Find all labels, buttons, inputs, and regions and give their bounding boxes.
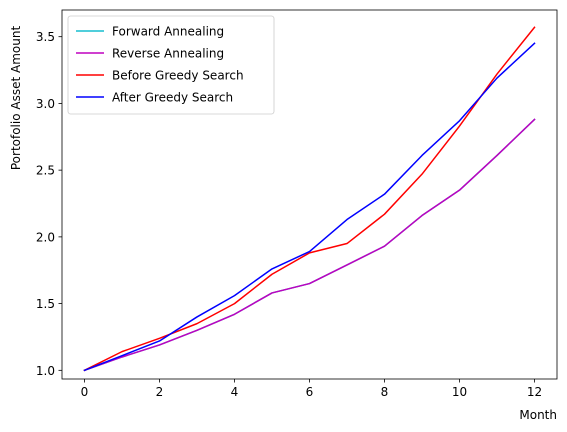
x-axis: 0 2 4 6 8 10 12 <box>81 379 542 399</box>
y-axis: 1.0 1.5 2.0 2.5 3.0 3.5 <box>36 30 62 378</box>
x-tick-label: 12 <box>527 385 542 399</box>
x-tick-label: 0 <box>81 385 89 399</box>
x-tick-label: 10 <box>452 385 467 399</box>
legend-label: Forward Annealing <box>112 25 224 39</box>
y-tick-label: 1.0 <box>36 364 55 378</box>
x-tick-label: 4 <box>231 385 239 399</box>
series-layer <box>83 26 536 372</box>
y-tick-label: 3.0 <box>36 97 55 111</box>
legend-box <box>67 15 275 115</box>
legend-label: After Greedy Search <box>112 91 233 105</box>
y-tick-label: 2.5 <box>36 164 55 178</box>
series-line-before-greedy-search <box>83 26 536 372</box>
y-tick-label: 3.5 <box>36 30 55 44</box>
x-tick-label: 2 <box>156 385 164 399</box>
legend-label: Reverse Annealing <box>112 47 224 61</box>
legend-label: Before Greedy Search <box>112 69 244 83</box>
series-line-reverse-annealing <box>83 118 536 372</box>
series-line-after-greedy-search <box>83 42 536 372</box>
y-axis-label: Portofolio Asset Amount <box>9 26 23 171</box>
y-tick-label: 2.0 <box>36 230 55 244</box>
x-axis-label: Month <box>519 408 557 422</box>
x-tick-label: 8 <box>381 385 389 399</box>
legend: Forward Annealing Reverse Annealing Before… <box>67 15 275 115</box>
y-tick-label: 1.5 <box>36 297 55 311</box>
x-tick-label: 6 <box>306 385 314 399</box>
